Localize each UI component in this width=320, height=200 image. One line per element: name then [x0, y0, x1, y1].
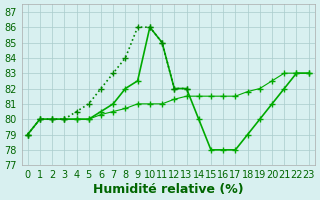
X-axis label: Humidité relative (%): Humidité relative (%) [93, 183, 244, 196]
